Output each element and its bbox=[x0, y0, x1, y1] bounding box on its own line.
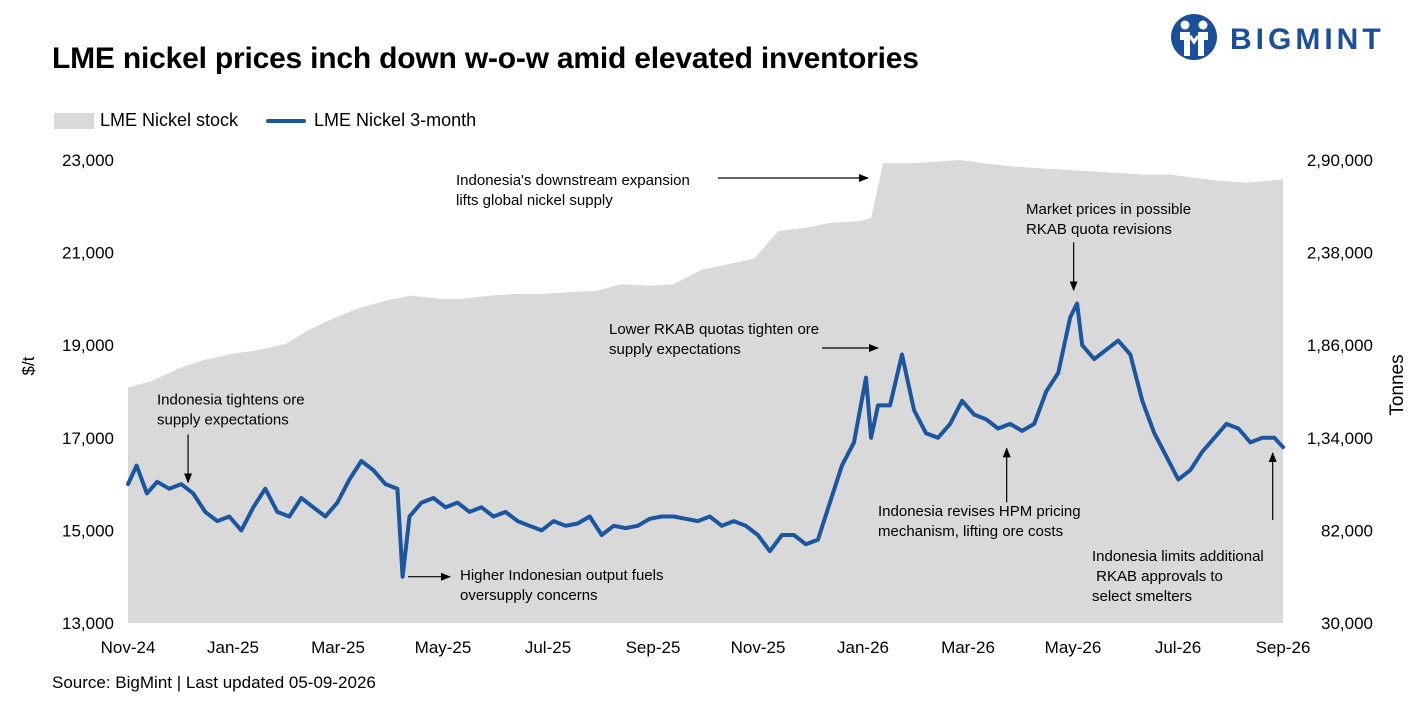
annotation-text: Lower RKAB quotas tighten ore supply expe… bbox=[609, 321, 819, 358]
legend-label-stock: LME Nickel stock bbox=[100, 110, 239, 130]
legend-swatch-line bbox=[266, 118, 307, 123]
y2-tick-label: 82,000 bbox=[1321, 521, 1373, 540]
annotation-text: Indonesia's downstream expansion lifts gl… bbox=[456, 172, 690, 209]
bigmint-logo: BIGMINT bbox=[1168, 12, 1423, 64]
annotation-line: oversupply concerns bbox=[460, 587, 598, 604]
legend-item-price: LME Nickel 3-month bbox=[266, 110, 476, 131]
x-tick-label: Jul-25 bbox=[525, 638, 571, 657]
legend-item-stock: LME Nickel stock bbox=[54, 110, 238, 131]
annotation-line: supply expectations bbox=[609, 341, 741, 358]
y2-tick-label: 1,86,000 bbox=[1307, 336, 1373, 355]
y2-tick-label: 1,34,000 bbox=[1307, 429, 1373, 448]
annotation-line: RKAB quota revisions bbox=[1026, 221, 1172, 238]
y-tick-label: 19,000 bbox=[62, 336, 114, 355]
annotation-line: RKAB approvals to bbox=[1092, 568, 1223, 585]
y-axis-title: $/t bbox=[19, 356, 38, 375]
annotation-line: lifts global nickel supply bbox=[456, 192, 613, 209]
y-tick-label: 23,000 bbox=[62, 151, 114, 170]
legend-label-price: LME Nickel 3-month bbox=[314, 110, 477, 130]
x-tick-label: Jan-26 bbox=[837, 638, 889, 657]
annotation-line: Indonesia revises HPM pricing bbox=[878, 503, 1081, 520]
legend: LME Nickel stock LME Nickel 3-month bbox=[54, 110, 504, 131]
annotation-line: Market prices in possible bbox=[1026, 201, 1191, 218]
x-tick-label: Mar-26 bbox=[941, 638, 995, 657]
y-tick-label: 21,000 bbox=[62, 244, 114, 263]
x-tick-label: Nov-25 bbox=[731, 638, 786, 657]
legend-swatch-area bbox=[54, 112, 94, 129]
y-tick-label: 15,000 bbox=[62, 521, 114, 540]
annotation-line: Lower RKAB quotas tighten ore bbox=[609, 321, 819, 338]
y2-tick-label: 2,90,000 bbox=[1307, 151, 1373, 170]
annotation-text: Indonesia tightens ore supply expectation… bbox=[157, 391, 305, 428]
y2-axis-title: Tonnes bbox=[1387, 354, 1408, 415]
annotation-text: Indonesia revises HPM pricing mechanism, … bbox=[878, 503, 1081, 540]
annotation-line: mechanism, lifting ore costs bbox=[878, 523, 1063, 540]
x-tick-label: May-25 bbox=[415, 638, 472, 657]
annotation-text: Indonesia limits additional RKAB approva… bbox=[1092, 548, 1264, 605]
x-tick-label: Sep-26 bbox=[1256, 638, 1311, 657]
annotation-line: select smelters bbox=[1092, 588, 1192, 605]
y2-tick-label: 30,000 bbox=[1321, 614, 1373, 633]
annotation-line: Indonesia limits additional bbox=[1092, 548, 1264, 565]
bigmint-logo-text: BIGMINT bbox=[1230, 23, 1385, 56]
x-tick-label: Sep-25 bbox=[626, 638, 681, 657]
annotation-line: Higher Indonesian output fuels bbox=[460, 567, 663, 584]
price-line bbox=[126, 301, 1285, 579]
x-tick-label: Nov-24 bbox=[101, 638, 156, 657]
source-note: Source: BigMint | Last updated 05-09-202… bbox=[52, 673, 376, 692]
annotation-line: Indonesia tightens ore bbox=[157, 391, 305, 408]
annotation-text: Higher Indonesian output fuels oversupply… bbox=[460, 567, 663, 604]
annotation-line: Indonesia's downstream expansion bbox=[456, 172, 690, 189]
annotation-text: Market prices in possible RKAB quota revi… bbox=[1026, 201, 1191, 238]
annotation-line: supply expectations bbox=[157, 411, 289, 428]
x-tick-label: Jan-25 bbox=[207, 638, 259, 657]
x-tick-label: May-26 bbox=[1045, 638, 1102, 657]
x-tick-label: Mar-25 bbox=[311, 638, 365, 657]
y-tick-label: 17,000 bbox=[62, 429, 114, 448]
y-tick-label: 13,000 bbox=[62, 614, 114, 633]
x-tick-label: Jul-26 bbox=[1155, 638, 1201, 657]
y2-tick-label: 2,38,000 bbox=[1307, 244, 1373, 263]
chart-title: LME nickel prices inch down w-o-w amid e… bbox=[52, 42, 919, 75]
bigmint-logo-icon bbox=[1171, 14, 1217, 60]
